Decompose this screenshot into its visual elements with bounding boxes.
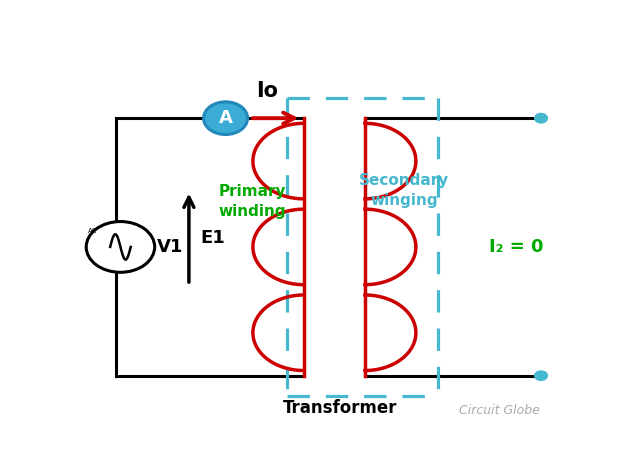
Circle shape (534, 114, 547, 123)
Text: A: A (219, 109, 232, 127)
Circle shape (204, 102, 247, 135)
Circle shape (534, 371, 547, 381)
Text: Secondary
winging: Secondary winging (359, 173, 449, 208)
Circle shape (86, 221, 155, 272)
Text: AC: AC (88, 228, 98, 234)
Text: I₂ = 0: I₂ = 0 (489, 238, 544, 256)
Text: Circuit Globe: Circuit Globe (459, 404, 540, 417)
Text: E1: E1 (200, 229, 225, 247)
Text: Transformer: Transformer (283, 398, 398, 416)
Text: V1: V1 (157, 238, 184, 256)
Text: Primary
winding: Primary winding (219, 184, 286, 219)
Text: Io: Io (256, 81, 278, 101)
